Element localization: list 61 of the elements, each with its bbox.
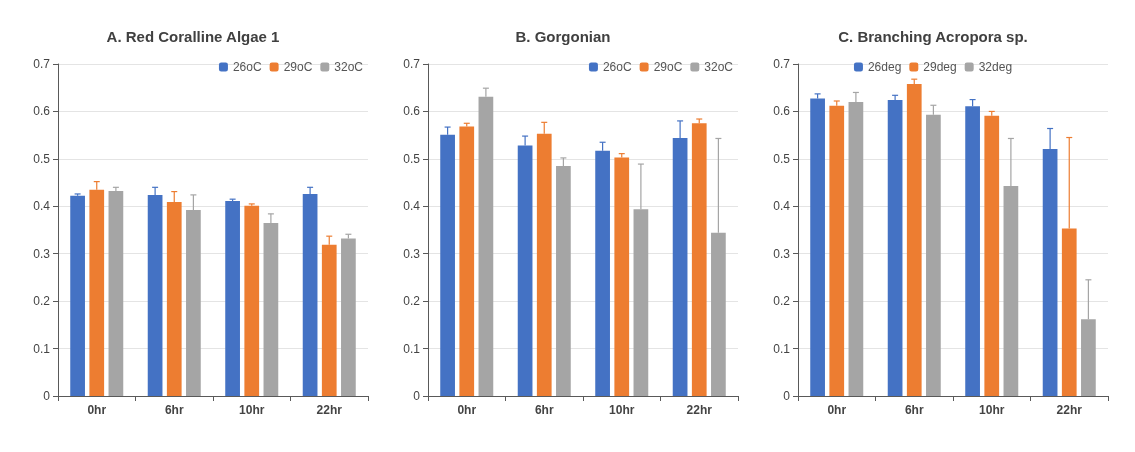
y-tick-label: 0 [43,389,51,403]
bar [829,105,845,396]
y-tick-label: 0.4 [773,199,791,214]
bar [244,205,260,396]
y-tick-label: 0.3 [773,246,791,261]
bar [906,83,922,396]
y-tick-label: 0.1 [403,341,421,356]
legend-label: 29oC [283,60,313,74]
y-tick-label: 0.4 [403,199,421,214]
y-tick-label: 0 [783,389,791,403]
x-tick-label: 6hr [904,403,924,417]
x-tick-label: 0hr [457,403,477,417]
y-tick-label: 0.7 [403,57,421,71]
bar [459,126,475,396]
y-tick-label: 0.4 [33,199,51,214]
y-tick-label: 0.5 [33,151,51,166]
bar [810,98,825,396]
x-tick-label: 0hr [827,403,847,417]
y-tick-label: 0.6 [773,104,791,119]
x-tick-label: 0hr [87,403,107,417]
y-tick-label: 0.6 [33,104,51,119]
legend-label: 32oC [334,60,364,74]
x-tick-label: 10hr [979,403,1005,417]
legend-label: 26oC [602,60,632,74]
y-tick-label: 0.2 [33,294,51,309]
x-tick-label: 6hr [164,403,184,417]
y-tick-label: 0.7 [33,57,51,71]
y-tick-label: 0.1 [773,341,791,356]
x-tick-label: 6hr [534,403,554,417]
y-tick-label: 0.5 [773,151,791,166]
x-tick-label: 22hr [686,403,713,417]
legend-label: 32deg [978,60,1013,74]
y-tick-label: 0.2 [403,294,421,309]
chart-title: A. Red Coralline Algae 1 [106,28,280,45]
bar [108,191,124,396]
x-tick-label: 22hr [316,403,343,417]
bar [70,195,85,396]
bar [614,157,630,396]
y-tick-label: 0 [413,389,421,403]
legend-label: 29oC [653,60,683,74]
y-tick-label: 0.3 [403,246,421,261]
y-tick-label: 0.3 [33,246,51,261]
chart-title: B. Gorgonian [515,28,611,45]
legend-label: 29deg [923,60,957,74]
bar [341,238,356,396]
legend-label: 26oC [232,60,262,74]
y-tick-label: 0.5 [403,151,421,166]
bar [691,123,707,396]
y-tick-label: 0.6 [403,104,421,119]
bar [225,201,240,396]
bar [984,115,1000,396]
y-tick-label: 0.1 [33,341,51,356]
legend-label: 26deg [867,60,902,74]
bar [887,100,903,396]
x-tick-label: 10hr [609,403,635,417]
y-tick-label: 0.7 [773,57,791,71]
x-tick-label: 10hr [239,403,265,417]
legend-label: 32oC [704,60,734,74]
x-tick-label: 22hr [1056,403,1083,417]
chart-title: C. Branching Acropora sp. [838,28,1028,45]
y-tick-label: 0.2 [773,294,791,309]
